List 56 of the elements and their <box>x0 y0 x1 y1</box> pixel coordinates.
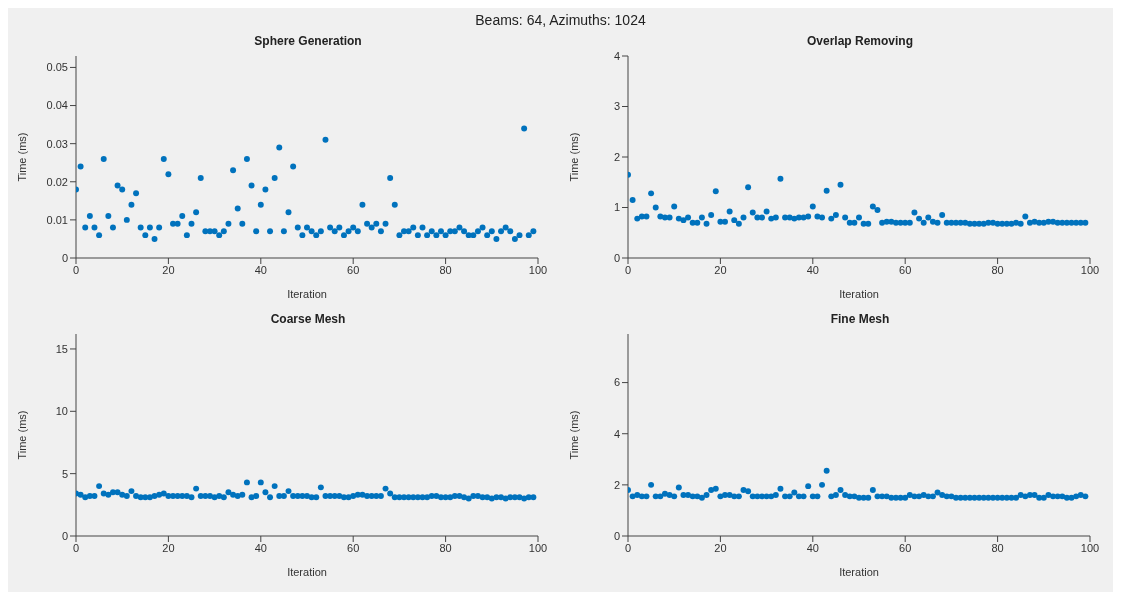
x-tick-label: 80 <box>439 541 452 554</box>
text: Beams: 64, Azimuths: 1024 <box>475 12 646 28</box>
x-tick-label: 60 <box>899 263 912 276</box>
x-tick-label: 80 <box>991 541 1004 554</box>
x-tick-label: 40 <box>254 263 267 276</box>
x-tick-label: 100 <box>528 541 548 554</box>
y-tick-label: 6 <box>613 376 620 389</box>
y-axis-title: Time (ms) <box>15 132 28 182</box>
y-tick-label: 0 <box>613 529 620 542</box>
y-tick-label: 5 <box>61 467 68 480</box>
y-tick-label: 0.02 <box>46 175 68 188</box>
chart-title: Overlap Removing <box>806 34 914 50</box>
y-tick-label: 10 <box>55 405 68 418</box>
x-axis-title: Iteration <box>839 288 879 300</box>
x-tick-label: 100 <box>1080 263 1100 276</box>
x-tick-label: 80 <box>991 263 1004 276</box>
y-tick-label: 0.04 <box>46 99 68 112</box>
y-tick-label: 0 <box>61 529 68 542</box>
x-tick-label: 0 <box>72 263 80 276</box>
x-tick-label: 100 <box>1080 541 1100 554</box>
y-tick-label: 0 <box>61 251 68 264</box>
x-tick-label: 0 <box>72 541 80 554</box>
x-tick-label: 40 <box>806 541 819 554</box>
y-tick-label: 0.05 <box>46 61 68 74</box>
x-tick-label: 80 <box>439 263 452 276</box>
y-tick-label: 0.03 <box>46 137 68 150</box>
y-tick-label: 2 <box>613 150 620 163</box>
x-tick-label: 0 <box>624 541 632 554</box>
x-axis-title: Iteration <box>287 288 327 300</box>
x-tick-label: 20 <box>162 541 175 554</box>
chart-title: Sphere Generation <box>253 34 363 50</box>
x-tick-label: 20 <box>162 263 175 276</box>
x-tick-label: 60 <box>347 541 360 554</box>
y-tick-label: 0.01 <box>46 213 68 226</box>
x-tick-label: 0 <box>624 263 632 276</box>
x-tick-label: 40 <box>254 541 267 554</box>
x-tick-label: 60 <box>899 541 912 554</box>
y-axis-title: Time (ms) <box>567 132 580 182</box>
y-tick-label: 2 <box>613 478 620 491</box>
x-tick-label: 100 <box>528 263 548 276</box>
x-axis-title: Iteration <box>287 566 327 578</box>
y-axis-title: Time (ms) <box>15 410 28 460</box>
y-tick-label: 0 <box>613 251 620 264</box>
x-tick-label: 20 <box>714 541 727 554</box>
y-tick-label: 4 <box>613 49 620 62</box>
y-tick-label: 3 <box>613 100 620 113</box>
y-tick-label: 4 <box>613 427 620 440</box>
x-tick-label: 40 <box>806 263 819 276</box>
chart-title: Coarse Mesh <box>269 312 347 328</box>
chart-title: Fine Mesh <box>829 312 891 328</box>
x-axis-title: Iteration <box>839 566 879 578</box>
x-tick-label: 20 <box>714 263 727 276</box>
y-axis-title: Time (ms) <box>567 410 580 460</box>
y-tick-label: 15 <box>55 342 68 355</box>
y-tick-label: 1 <box>613 201 620 214</box>
x-tick-label: 60 <box>347 263 360 276</box>
